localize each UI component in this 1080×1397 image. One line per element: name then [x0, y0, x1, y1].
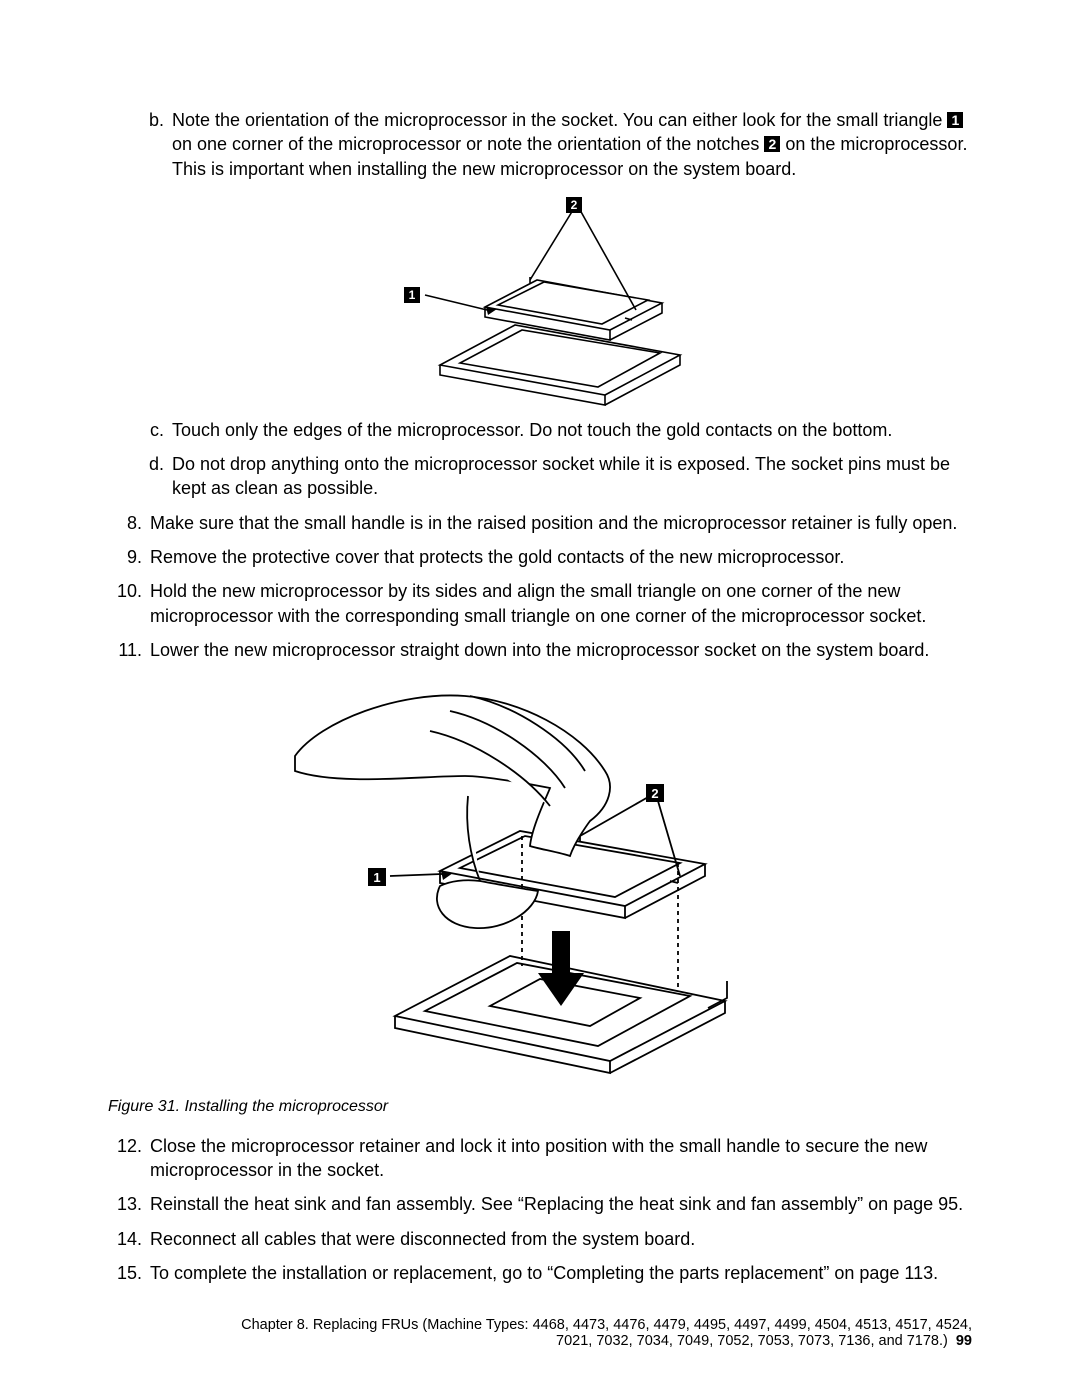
figure-main: 2 1 [108, 676, 972, 1076]
list-body: Do not drop anything onto the microproce… [172, 452, 972, 501]
list-body: Close the microprocessor retainer and lo… [150, 1134, 972, 1183]
footer-line: 7021, 7032, 7034, 7049, 7052, 7053, 7073… [108, 1333, 972, 1349]
list-body: Lower the new microprocessor straight do… [150, 638, 972, 662]
list-item: 12. Close the microprocessor retainer an… [108, 1134, 972, 1183]
list-marker: d. [108, 452, 172, 501]
callout-2-icon: 2 [651, 786, 658, 801]
footer-text: 7021, 7032, 7034, 7049, 7052, 7053, 7073… [556, 1333, 948, 1349]
page-footer: Chapter 8. Replacing FRUs (Machine Types… [108, 1317, 972, 1349]
figure-top: 2 1 [108, 195, 972, 410]
list-item: 10. Hold the new microprocessor by its s… [108, 579, 972, 628]
list-item: b. Note the orientation of the microproc… [108, 108, 972, 181]
list-marker: 14. [108, 1227, 150, 1251]
list-marker: 13. [108, 1192, 150, 1216]
page: b. Note the orientation of the microproc… [0, 0, 1080, 1397]
installing-microprocessor-diagram: 2 1 [280, 676, 800, 1076]
list-body: To complete the installation or replacem… [150, 1261, 972, 1285]
list-body: Touch only the edges of the microprocess… [172, 418, 972, 442]
list-item: 11. Lower the new microprocessor straigh… [108, 638, 972, 662]
list-item: 13. Reinstall the heat sink and fan asse… [108, 1192, 972, 1216]
list-item: 14. Reconnect all cables that were disco… [108, 1227, 972, 1251]
list-marker: 8. [108, 511, 150, 535]
list-item: 8. Make sure that the small handle is in… [108, 511, 972, 535]
page-number: 99 [956, 1333, 972, 1349]
list-body: Reconnect all cables that were disconnec… [150, 1227, 972, 1251]
list-item: 9. Remove the protective cover that prot… [108, 545, 972, 569]
microprocessor-socket-diagram: 2 1 [380, 195, 700, 410]
list-marker: 10. [108, 579, 150, 628]
callout-1-icon: 1 [947, 112, 963, 128]
list-item: d. Do not drop anything onto the micropr… [108, 452, 972, 501]
list-marker: 15. [108, 1261, 150, 1285]
list-body: Make sure that the small handle is in th… [150, 511, 972, 535]
list-body: Reinstall the heat sink and fan assembly… [150, 1192, 972, 1216]
text-run: on one corner of the microprocessor or n… [172, 134, 764, 154]
list-marker: 9. [108, 545, 150, 569]
list-marker: 11. [108, 638, 150, 662]
list-marker: b. [108, 108, 172, 181]
list-body: Remove the protective cover that protect… [150, 545, 972, 569]
figure-caption: Figure 31. Installing the microprocessor [108, 1096, 972, 1118]
callout-1-icon: 1 [373, 870, 380, 885]
callout-2-icon: 2 [764, 136, 780, 152]
ordered-list: b. Note the orientation of the microproc… [108, 108, 972, 1285]
list-marker: 12. [108, 1134, 150, 1183]
text-run: Note the orientation of the microprocess… [172, 110, 947, 130]
list-item: c. Touch only the edges of the microproc… [108, 418, 972, 442]
footer-line: Chapter 8. Replacing FRUs (Machine Types… [108, 1317, 972, 1333]
list-body: Note the orientation of the microprocess… [172, 108, 972, 181]
callout-1-icon: 1 [409, 288, 416, 302]
list-item: 15. To complete the installation or repl… [108, 1261, 972, 1285]
callout-2-icon: 2 [571, 198, 578, 212]
list-marker: c. [108, 418, 172, 442]
list-body: Hold the new microprocessor by its sides… [150, 579, 972, 628]
